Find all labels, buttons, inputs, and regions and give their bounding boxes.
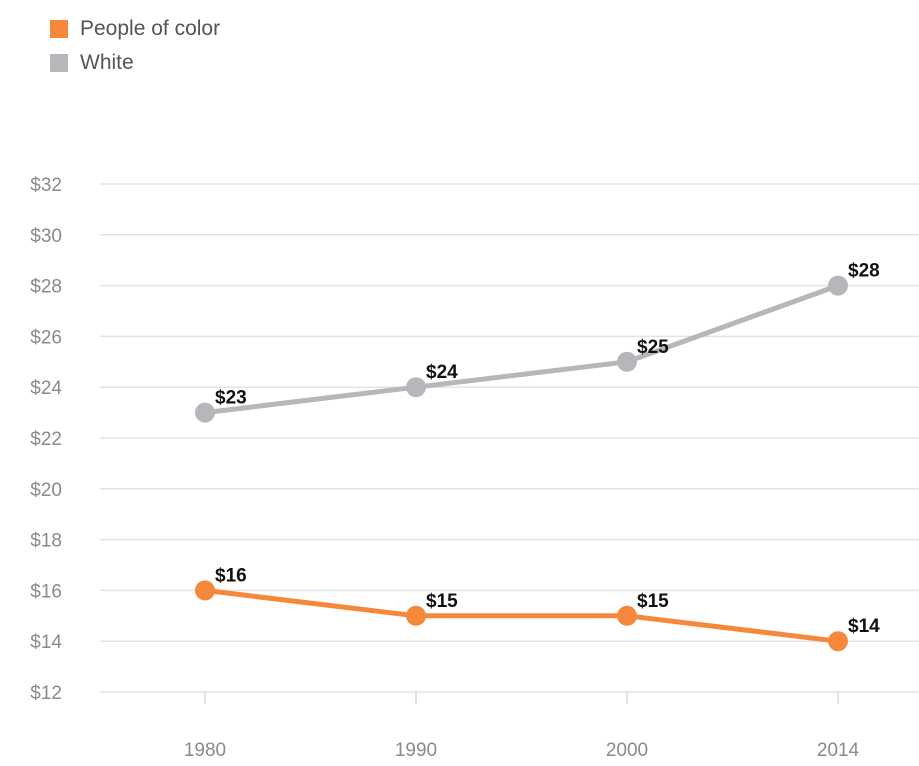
legend-label-white: White	[80, 51, 134, 74]
x-tick-label: 1990	[395, 740, 437, 761]
data-point-white	[828, 275, 848, 296]
data-labels: $16 $15 $15 $14 $23 $24 $25 $28	[215, 261, 880, 638]
legend-swatch-white	[50, 54, 68, 72]
y-tick-label: $30	[30, 226, 62, 247]
x-tick-label: 2014	[817, 740, 860, 761]
data-label-white: $23	[215, 388, 247, 409]
data-point-people-of-color	[828, 631, 848, 652]
data-label-white: $24	[426, 362, 458, 383]
series-group	[195, 275, 848, 652]
y-tick-label: $26	[30, 327, 62, 348]
data-label-people-of-color: $15	[637, 591, 669, 612]
data-point-people-of-color	[406, 605, 426, 626]
data-label-white: $25	[637, 337, 669, 358]
grid	[100, 183, 919, 693]
y-tick-label: $24	[30, 378, 62, 399]
series-line-white	[202, 283, 841, 416]
y-tick-label: $16	[30, 581, 62, 602]
y-tick-label: $14	[30, 632, 62, 653]
legend-item-people-of-color: People of color	[50, 12, 220, 46]
data-label-white: $28	[848, 261, 880, 282]
y-tick-label: $22	[30, 429, 62, 450]
y-tick-label: $20	[30, 480, 62, 501]
y-axis-ticks: $12 $14 $16 $18 $20 $22 $24 $26 $28 $30 $32	[30, 175, 62, 704]
legend: People of color White	[50, 12, 220, 80]
y-tick-label: $18	[30, 531, 62, 552]
y-tick-label: $12	[30, 683, 62, 704]
x-tick-label: 2000	[606, 740, 648, 761]
data-point-people-of-color	[195, 580, 215, 601]
data-point-white	[195, 402, 215, 423]
legend-item-white: White	[50, 46, 220, 80]
x-axis-ticks: 1980 1990 2000 2014	[184, 692, 860, 761]
series-line-people-of-color	[202, 587, 841, 644]
y-tick-label: $32	[30, 175, 62, 196]
data-label-people-of-color: $16	[215, 565, 247, 586]
data-point-white	[406, 377, 426, 398]
legend-swatch-people-of-color	[50, 20, 68, 38]
x-tick-label: 1980	[184, 740, 226, 761]
data-point-white	[617, 351, 637, 372]
data-point-people-of-color	[617, 605, 637, 626]
y-tick-label: $28	[30, 277, 62, 298]
data-label-people-of-color: $14	[848, 616, 880, 637]
data-label-people-of-color: $15	[426, 591, 458, 612]
legend-label-people-of-color: People of color	[80, 17, 221, 40]
